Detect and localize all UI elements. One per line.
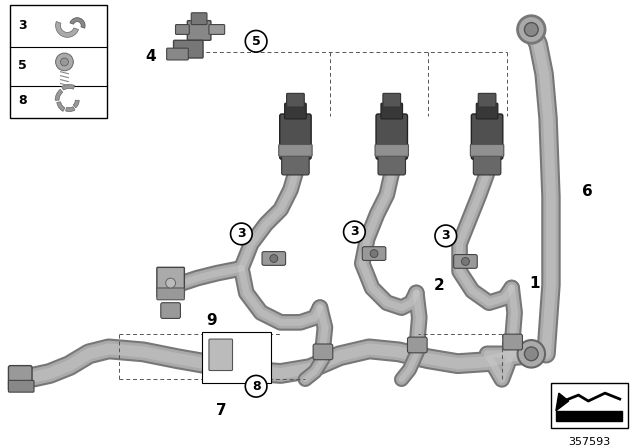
FancyBboxPatch shape <box>282 151 309 175</box>
Text: 3: 3 <box>237 228 246 241</box>
Circle shape <box>56 53 74 71</box>
FancyBboxPatch shape <box>378 151 406 175</box>
Text: 3: 3 <box>442 229 450 242</box>
FancyBboxPatch shape <box>381 103 403 119</box>
FancyBboxPatch shape <box>157 288 184 300</box>
Text: 3: 3 <box>18 19 26 32</box>
Text: 9: 9 <box>207 313 217 328</box>
Circle shape <box>245 30 267 52</box>
Wedge shape <box>65 107 75 112</box>
FancyBboxPatch shape <box>262 252 285 265</box>
Circle shape <box>461 258 469 265</box>
Text: 5: 5 <box>252 35 260 48</box>
Circle shape <box>370 250 378 258</box>
Circle shape <box>435 225 456 247</box>
Text: 6: 6 <box>582 184 593 199</box>
Text: 8: 8 <box>252 380 260 393</box>
Wedge shape <box>61 85 75 90</box>
FancyBboxPatch shape <box>202 332 271 383</box>
FancyBboxPatch shape <box>474 151 501 175</box>
FancyBboxPatch shape <box>478 93 496 107</box>
Circle shape <box>61 58 68 66</box>
FancyBboxPatch shape <box>157 267 184 297</box>
Circle shape <box>518 340 545 367</box>
FancyBboxPatch shape <box>313 344 333 360</box>
Circle shape <box>166 278 175 288</box>
FancyBboxPatch shape <box>191 13 207 25</box>
FancyBboxPatch shape <box>470 144 504 156</box>
Text: 2: 2 <box>433 277 444 293</box>
FancyBboxPatch shape <box>503 334 522 350</box>
FancyBboxPatch shape <box>471 114 503 159</box>
Circle shape <box>245 375 267 397</box>
FancyBboxPatch shape <box>8 380 34 392</box>
FancyBboxPatch shape <box>161 303 180 319</box>
FancyBboxPatch shape <box>287 93 304 107</box>
FancyBboxPatch shape <box>166 48 188 60</box>
FancyBboxPatch shape <box>209 339 232 370</box>
FancyBboxPatch shape <box>188 21 211 40</box>
FancyBboxPatch shape <box>8 366 32 391</box>
FancyBboxPatch shape <box>408 337 427 353</box>
Wedge shape <box>56 22 79 37</box>
Wedge shape <box>70 17 85 28</box>
FancyBboxPatch shape <box>375 144 408 156</box>
FancyBboxPatch shape <box>279 144 312 156</box>
Circle shape <box>344 221 365 243</box>
Text: 4: 4 <box>146 48 156 64</box>
Circle shape <box>524 22 538 36</box>
FancyBboxPatch shape <box>175 25 189 34</box>
FancyBboxPatch shape <box>173 40 203 58</box>
Polygon shape <box>556 393 569 411</box>
FancyBboxPatch shape <box>551 383 628 427</box>
FancyBboxPatch shape <box>376 114 408 159</box>
FancyBboxPatch shape <box>209 25 225 34</box>
FancyBboxPatch shape <box>362 247 386 260</box>
Wedge shape <box>57 102 65 111</box>
FancyBboxPatch shape <box>383 93 401 107</box>
FancyBboxPatch shape <box>280 114 311 159</box>
Text: 1: 1 <box>529 276 540 291</box>
Circle shape <box>524 347 538 361</box>
FancyBboxPatch shape <box>476 103 498 119</box>
FancyBboxPatch shape <box>285 103 307 119</box>
FancyBboxPatch shape <box>10 5 107 118</box>
Wedge shape <box>55 89 63 100</box>
Circle shape <box>230 223 252 245</box>
Text: 3: 3 <box>350 225 358 238</box>
Text: 357593: 357593 <box>568 437 611 448</box>
Polygon shape <box>556 411 621 421</box>
Circle shape <box>270 254 278 263</box>
Text: 5: 5 <box>18 59 27 72</box>
Circle shape <box>518 16 545 43</box>
FancyBboxPatch shape <box>454 254 477 268</box>
Text: 8: 8 <box>18 94 26 107</box>
Text: 7: 7 <box>216 403 227 418</box>
Wedge shape <box>73 100 79 108</box>
